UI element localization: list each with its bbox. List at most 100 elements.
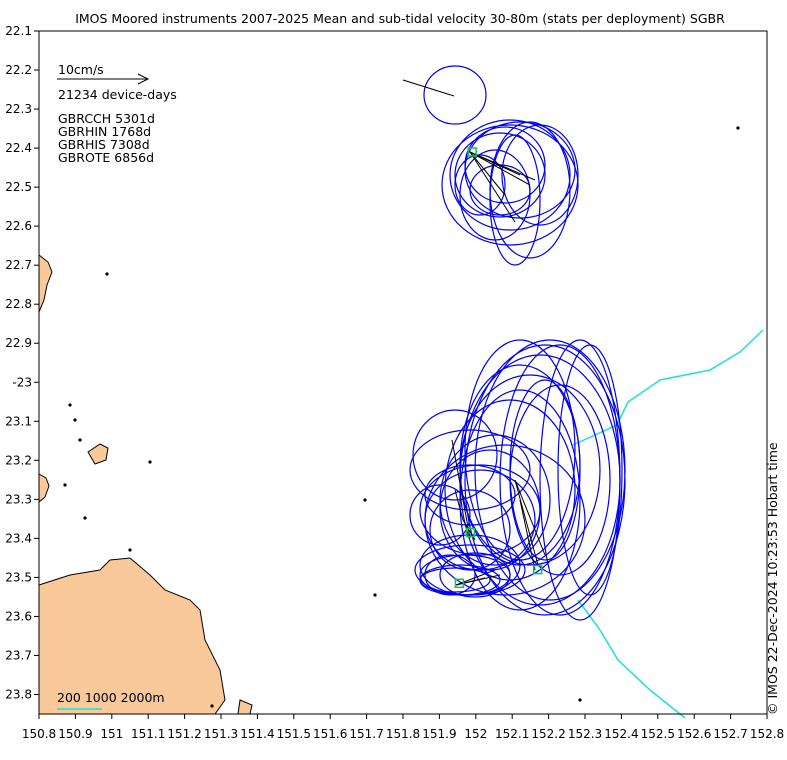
arrow-11 [519,499,536,571]
x-axis: 150.8 150.9 151 151.1 151.2 151.3 151.4 151.5 15… [22,714,784,741]
arrow-10 [514,479,546,556]
arrow-4 [469,151,521,176]
ellipse-11 [469,164,531,216]
land-polygon-4 [237,699,253,715]
x-tick-label-6: 151.4 [240,727,274,741]
ellipse-41 [409,484,471,546]
x-tick-label-8: 151.6 [313,727,347,741]
ellipse-9 [489,134,541,266]
scale-arrow-label: 10cm/s [58,62,104,77]
y-tick-label-17: 23.8 [5,687,32,701]
x-tick-label-5: 151.3 [204,727,238,741]
ellipse-29 [419,464,541,556]
ellipse-24 [459,389,581,611]
arrow-9 [514,479,539,566]
velocity-arrows [402,79,546,586]
ellipse-7 [501,124,579,226]
x-tick-label-2: 151 [100,727,123,741]
y-tick-label-0: 22.1 [5,24,32,38]
x-tick-label-13: 152.1 [495,727,529,741]
y-tick-label-16: 23.7 [5,648,32,662]
ellipse-3 [454,132,546,218]
land-polygon-2 [38,557,226,715]
ellipse-40 [424,464,516,526]
ellipse-12 [412,409,498,501]
x-tick-label-9: 151.7 [349,727,383,741]
x-tick-label-12: 152 [464,727,487,741]
ellipse-16 [464,344,626,616]
ellipse-35 [419,567,491,593]
x-tick-label-0: 150.8 [22,727,56,741]
ellipse-39 [459,364,581,566]
ellipse-1 [441,124,579,246]
y-tick-label-5: 22.6 [5,219,32,233]
ellipse-6 [464,126,546,204]
islet-5 [63,483,67,487]
x-tick-label-19: 152.7 [713,727,747,741]
land-polygon-3 [87,443,109,465]
y-tick-label-7: 22.8 [5,297,32,311]
isobath-200m-south [577,599,686,719]
ellipse-23 [444,399,576,581]
y-tick-label-4: 22.5 [5,180,32,194]
islet-9 [373,593,377,597]
x-tick-label-4: 151.2 [167,727,201,741]
arrow-0 [402,79,455,97]
x-tick-label-1: 150.9 [58,727,92,741]
y-tick-label-10: 23.1 [5,414,32,428]
ellipse-8 [454,154,506,216]
land-polygon-0 [38,253,53,313]
ellipse-33 [439,552,511,598]
device-days-label: 21234 device-days [58,87,177,102]
station-days-0: GBRCCH 5301d [58,111,155,126]
y-tick-label-6: 22.7 [5,258,32,272]
islet-3 [78,438,82,442]
x-tick-label-3: 151.1 [131,727,165,741]
islet-12 [210,704,214,708]
ellipse-28 [429,489,511,571]
x-tick-label-11: 151.9 [422,727,456,741]
y-tick-label-1: 22.2 [5,63,32,77]
land-layer [38,126,740,715]
station-GBRHIS [454,578,465,589]
y-tick-label-8: 22.9 [5,336,32,350]
arrow-2 [469,151,516,223]
islet-0 [105,272,109,276]
x-tick-label-16: 152.4 [604,727,638,741]
islet-1 [68,403,72,407]
ellipse-21 [439,434,551,566]
ellipse-36 [424,554,476,596]
arrow-7 [451,439,471,539]
y-tick-label-3: 22.4 [5,141,32,155]
y-tick-label-9: -23 [12,375,32,389]
x-tick-label-20: 152.8 [750,727,784,741]
chart-title: IMOS Moored instruments 2007-2025 Mean a… [75,11,725,26]
station-markers [454,147,543,589]
y-tick-label-15: 23.6 [5,609,32,623]
islet-4 [148,460,152,464]
islet-7 [128,548,132,552]
y-tick-label-11: 23.2 [5,453,32,467]
ellipse-0 [423,65,487,125]
station-GBRCCH [532,564,543,575]
variance-ellipses [409,65,626,621]
ellipse-10 [449,119,571,231]
scale-arrow-head [137,73,150,85]
station-GBROTE [467,147,477,157]
ellipse-38 [539,339,621,621]
islet-8 [363,498,367,502]
islet-10 [736,126,740,130]
y-tick-label-2: 22.3 [5,102,32,116]
ellipse-27 [424,469,536,571]
land-polygon-1 [38,473,50,504]
x-tick-label-18: 152.6 [677,727,711,741]
x-tick-label-10: 151.8 [386,727,420,741]
x-tick-label-7: 151.5 [277,727,311,741]
station-GBRHIN [465,527,476,538]
station-days-3: GBROTE 6856d [58,150,154,165]
y-tick-label-14: 23.5 [5,570,32,584]
isobath-legend-label: 200 1000 2000m [57,690,165,705]
x-tick-label-15: 152.3 [568,727,602,741]
station-days-1: GBRHIN 1768d [58,124,151,139]
